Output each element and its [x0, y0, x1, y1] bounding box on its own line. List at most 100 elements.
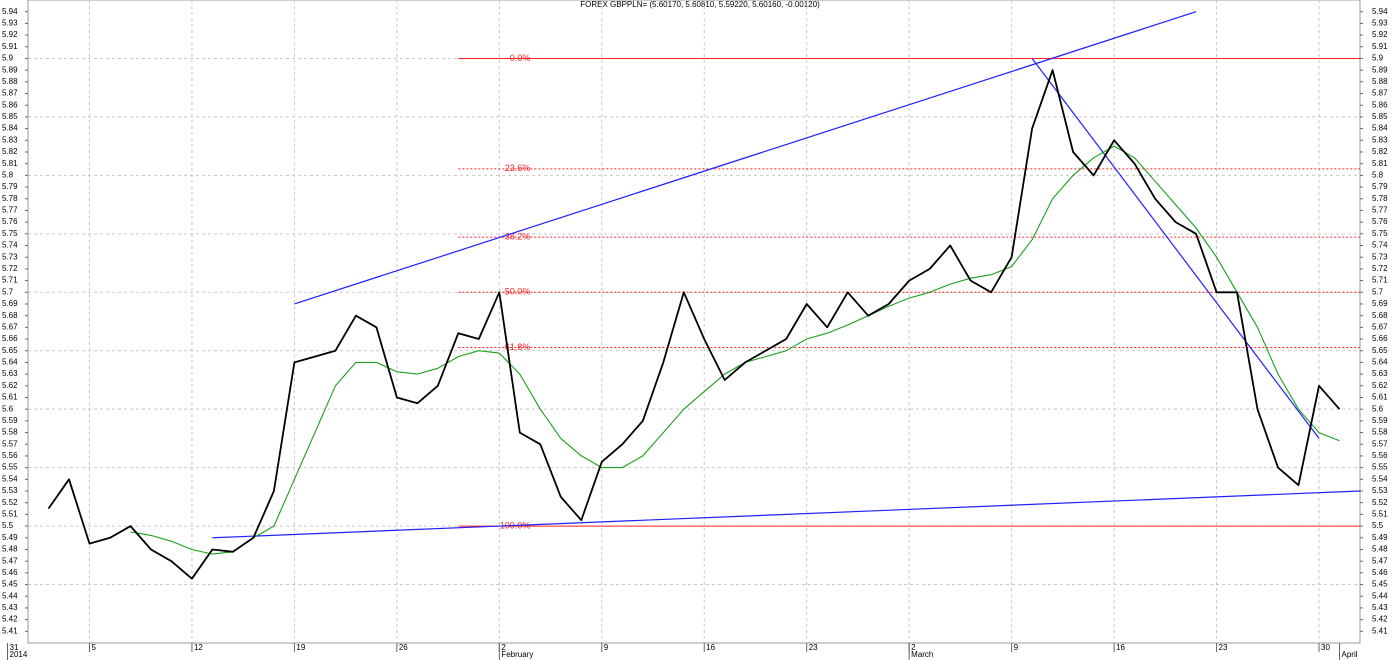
y-tick-label: 5.87 — [1372, 89, 1388, 98]
y-tick-label: 5.41 — [1372, 626, 1388, 635]
y-tick-label: 5.81 — [1372, 159, 1388, 168]
y-tick-label: 5.8 — [1372, 170, 1384, 179]
month-label: 2014 — [10, 650, 28, 659]
y-tick-label: 5.6 — [1372, 404, 1384, 413]
fib-label: 0.0% — [510, 53, 531, 63]
y-tick-label: 5.5 — [2, 521, 14, 530]
moving-average-line — [130, 145, 1340, 555]
y-tick-label: 5.48 — [2, 545, 18, 554]
y-tick-label: 5.94 — [2, 7, 18, 16]
month-label: April — [1342, 650, 1358, 659]
y-tick-label: 5.58 — [1372, 428, 1388, 437]
y-tick-label: 5.52 — [2, 498, 18, 507]
y-tick-label: 5.56 — [1372, 451, 1388, 460]
y-tick-label: 5.53 — [2, 486, 18, 495]
y-tick-label: 5.93 — [2, 18, 18, 27]
plot-frame — [27, 0, 1361, 644]
y-tick-label: 5.87 — [2, 89, 18, 98]
y-tick-label: 5.69 — [2, 299, 18, 308]
y-tick-label: 5.59 — [2, 416, 18, 425]
x-tick-label: 2 — [911, 643, 916, 652]
y-tick-label: 5.44 — [2, 591, 18, 600]
y-tick-label: 5.54 — [2, 474, 18, 483]
y-tick-label: 5.73 — [2, 252, 18, 261]
y-tick-label: 5.79 — [1372, 182, 1388, 191]
y-tick-label: 5.59 — [1372, 416, 1388, 425]
y-tick-label: 5.41 — [2, 626, 18, 635]
x-tick-label: 16 — [1116, 643, 1125, 652]
y-tick-label: 5.65 — [2, 346, 18, 355]
y-tick-label: 5.89 — [2, 65, 18, 74]
y-tick-label: 5.63 — [2, 369, 18, 378]
y-tick-label: 5.69 — [1372, 299, 1388, 308]
x-tick-label: 30 — [1321, 643, 1330, 652]
y-tick-label: 5.68 — [1372, 311, 1388, 320]
y-tick-label: 5.76 — [2, 217, 18, 226]
y-tick-label: 5.89 — [1372, 65, 1388, 74]
y-tick-label: 5.92 — [1372, 30, 1388, 39]
y-tick-label: 5.84 — [2, 124, 18, 133]
x-tick-label: 12 — [194, 643, 203, 652]
y-tick-label: 5.46 — [2, 568, 18, 577]
y-tick-label: 5.78 — [1372, 194, 1388, 203]
y-tick-label: 5.66 — [2, 334, 18, 343]
x-tick-label: 5 — [91, 643, 96, 652]
y-tick-label: 5.57 — [2, 439, 18, 448]
y-tick-label: 5.42 — [1372, 615, 1388, 624]
y-tick-label: 5.64 — [1372, 358, 1388, 367]
y-tick-label: 5.77 — [1372, 206, 1388, 215]
y-tick-label: 5.57 — [1372, 439, 1388, 448]
y-tick-label: 5.55 — [1372, 463, 1388, 472]
y-tick-label: 5.66 — [1372, 334, 1388, 343]
y-tick-label: 5.67 — [1372, 322, 1388, 331]
y-tick-label: 5.81 — [2, 159, 18, 168]
fib-label: 38.2% — [505, 231, 531, 241]
y-tick-label: 5.86 — [2, 100, 18, 109]
fib-label: 50.0% — [505, 287, 531, 297]
y-tick-label: 5.46 — [1372, 568, 1388, 577]
y-tick-label: 5.44 — [1372, 591, 1388, 600]
y-tick-label: 5.48 — [1372, 545, 1388, 554]
y-tick-label: 5.58 — [2, 428, 18, 437]
price-line — [47, 69, 1341, 580]
y-tick-label: 5.93 — [1372, 18, 1388, 27]
y-tick-label: 5.88 — [1372, 77, 1388, 86]
y-tick-label: 5.43 — [1372, 603, 1388, 612]
y-tick-label: 5.72 — [2, 264, 18, 273]
y-tick-label: 5.45 — [1372, 580, 1388, 589]
y-tick-label: 5.76 — [1372, 217, 1388, 226]
y-tick-label: 5.74 — [1372, 241, 1388, 250]
chart-title: FOREX GBPPLN= (5.60170, 5.60810, 5.59220… — [580, 0, 820, 9]
y-tick-label: 5.52 — [1372, 498, 1388, 507]
y-tick-label: 5.91 — [2, 42, 18, 51]
y-tick-label: 5.7 — [1372, 287, 1384, 296]
y-tick-label: 5.94 — [1372, 7, 1388, 16]
month-label: March — [911, 650, 933, 659]
x-tick-label: 9 — [604, 643, 609, 652]
trendline — [1031, 58, 1320, 439]
y-tick-label: 5.47 — [1372, 556, 1388, 565]
y-tick-label: 5.61 — [2, 393, 18, 402]
y-tick-label: 5.42 — [2, 615, 18, 624]
y-tick-label: 5.82 — [1372, 147, 1388, 156]
y-tick-label: 5.71 — [1372, 276, 1388, 285]
y-tick-label: 5.54 — [1372, 474, 1388, 483]
y-tick-label: 5.43 — [2, 603, 18, 612]
y-tick-label: 5.7 — [2, 287, 14, 296]
y-tick-label: 5.55 — [2, 463, 18, 472]
x-tick-label: 23 — [809, 643, 818, 652]
y-tick-label: 5.77 — [2, 206, 18, 215]
x-tick-label: 16 — [706, 643, 715, 652]
y-tick-label: 5.62 — [1372, 381, 1388, 390]
y-tick-label: 5.75 — [2, 229, 18, 238]
y-tick-label: 5.56 — [2, 451, 18, 460]
y-tick-label: 5.6 — [2, 404, 14, 413]
y-tick-label: 5.85 — [1372, 112, 1388, 121]
y-tick-label: 5.51 — [1372, 510, 1388, 519]
x-tick-label: 9 — [1014, 643, 1019, 652]
trendline — [294, 11, 1197, 305]
y-tick-label: 5.83 — [1372, 135, 1388, 144]
y-tick-label: 5.61 — [1372, 393, 1388, 402]
y-tick-label: 5.88 — [2, 77, 18, 86]
